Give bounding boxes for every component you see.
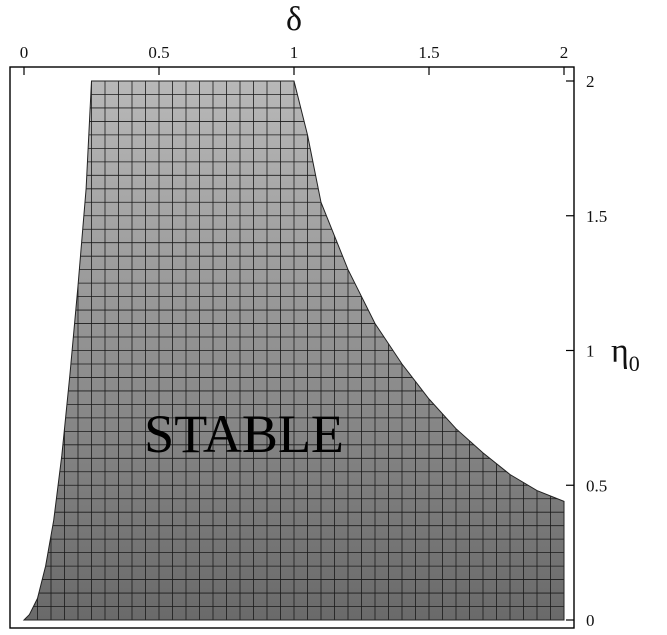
stable-region-label: STABLE — [144, 404, 344, 464]
y-axis-title-subscript: 0 — [629, 351, 640, 376]
x-tick-label: 0.5 — [148, 43, 169, 62]
x-tick-label: 1 — [290, 43, 299, 62]
y-tick-label: 1 — [586, 342, 595, 361]
x-tick-label: 0 — [20, 43, 29, 62]
y-axis-title-symbol: η — [611, 333, 629, 370]
y-tick-label: 0 — [586, 611, 595, 630]
stable-region-outline — [22, 80, 565, 621]
y-tick-label: 0.5 — [586, 476, 607, 495]
x-tick-label: 2 — [560, 43, 569, 62]
x-axis-ticks: 0 0.5 1 1.5 2 — [20, 43, 569, 75]
y-tick-label: 2 — [586, 72, 595, 91]
y-axis-title: η0 — [611, 333, 640, 376]
y-axis-ticks: 0 0.5 1 1.5 2 — [566, 72, 607, 630]
x-axis-title: δ — [286, 1, 302, 38]
y-tick-label: 1.5 — [586, 207, 607, 226]
x-tick-label: 1.5 — [418, 43, 439, 62]
